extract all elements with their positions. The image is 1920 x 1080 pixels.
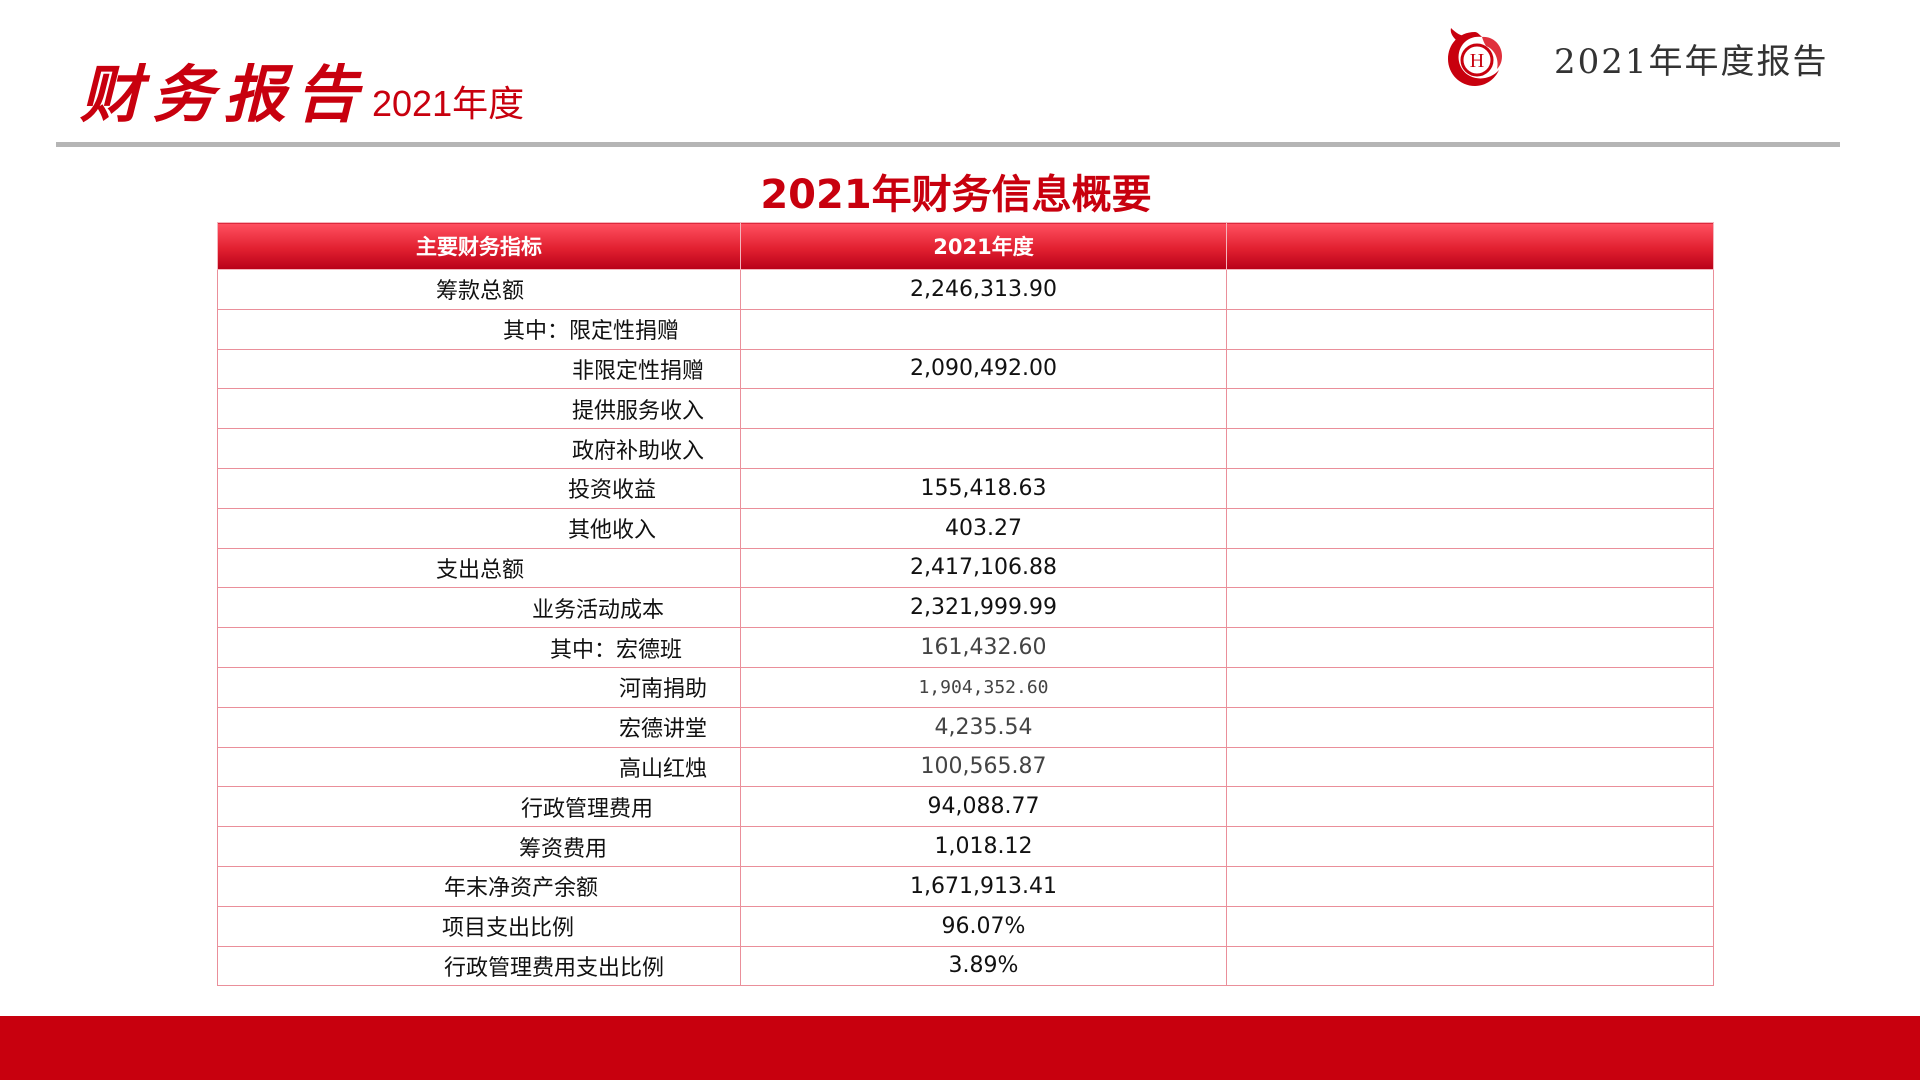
header-divider	[56, 142, 1840, 147]
row-value: 3.89%	[740, 945, 1227, 987]
row-value: 96.07%	[740, 905, 1227, 947]
table-row: 政府补助收入	[217, 428, 1714, 469]
row-empty-cell	[1226, 945, 1714, 987]
row-value: 2,417,106.88	[740, 547, 1227, 589]
row-label: 政府补助收入	[217, 428, 741, 469]
row-value: 1,018.12	[740, 826, 1227, 867]
table-row: 筹款总额 2,246,313.90	[217, 269, 1714, 310]
table-row: 年末净资产余额 1,671,913.41	[217, 865, 1714, 907]
row-value: 403.27	[740, 507, 1227, 549]
row-empty-cell	[1226, 706, 1714, 748]
row-value: 2,090,492.00	[740, 348, 1227, 390]
row-label: 筹资费用	[217, 826, 741, 867]
row-value: 1,671,913.41	[740, 865, 1227, 907]
row-value: 2,246,313.90	[740, 269, 1227, 310]
logo-letter: H	[1470, 50, 1484, 72]
table-row: 项目支出比例 96.07%	[217, 905, 1714, 947]
table-header-row: 主要财务指标 2021年度	[217, 222, 1714, 270]
row-empty-cell	[1226, 428, 1714, 469]
row-label: 其中：限定性捐赠	[217, 308, 741, 350]
row-label: 业务活动成本	[217, 587, 741, 629]
table-title: 2021年财务信息概要	[760, 172, 1152, 218]
row-empty-cell	[1226, 587, 1714, 629]
table-row: 其中：宏德班 161,432.60	[217, 627, 1714, 668]
table-row: 支出总额 2,417,106.88	[217, 547, 1714, 589]
phoenix-logo-icon: H	[1448, 28, 1502, 86]
table-row: 其中：限定性捐赠	[217, 308, 1714, 350]
row-label: 高山红烛	[217, 746, 741, 788]
row-value	[740, 388, 1227, 430]
row-label: 项目支出比例	[217, 905, 741, 947]
row-value	[740, 308, 1227, 350]
report-title-main: 财务报告	[80, 58, 369, 131]
row-label: 行政管理费用支出比例	[217, 945, 741, 987]
row-label: 河南捐助	[217, 666, 741, 708]
table-row: 河南捐助 1,904,352.60	[217, 666, 1714, 708]
row-value: 155,418.63	[740, 467, 1227, 509]
row-empty-cell	[1226, 348, 1714, 390]
row-empty-cell	[1226, 905, 1714, 947]
row-value: 100,565.87	[740, 746, 1227, 788]
column-header-year: 2021年度	[740, 222, 1227, 270]
row-empty-cell	[1226, 269, 1714, 310]
row-empty-cell	[1226, 467, 1714, 509]
row-label: 年末净资产余额	[217, 865, 741, 907]
row-value: 94,088.77	[740, 786, 1227, 828]
table-row: 业务活动成本 2,321,999.99	[217, 587, 1714, 629]
table-row: 行政管理费用 94,088.77	[217, 786, 1714, 828]
table-row: 提供服务收入	[217, 388, 1714, 430]
row-label: 其中：宏德班	[217, 627, 741, 668]
row-value: 4,235.54	[740, 706, 1227, 748]
row-empty-cell	[1226, 547, 1714, 589]
report-title: 财务报告 2021年度	[80, 44, 524, 134]
row-value: 161,432.60	[740, 627, 1227, 668]
row-empty-cell	[1226, 746, 1714, 788]
column-header-blank	[1226, 222, 1714, 270]
table-row: 筹资费用 1,018.12	[217, 826, 1714, 867]
row-empty-cell	[1226, 308, 1714, 350]
table-row: 高山红烛 100,565.87	[217, 746, 1714, 788]
column-header-indicator: 主要财务指标	[217, 222, 741, 270]
row-label: 非限定性捐赠	[217, 348, 741, 390]
row-empty-cell	[1226, 627, 1714, 668]
row-label: 投资收益	[217, 467, 741, 509]
footer-band	[0, 1016, 1920, 1080]
row-label: 筹款总额	[217, 269, 741, 310]
table-row: 投资收益 155,418.63	[217, 467, 1714, 509]
row-label: 其他收入	[217, 507, 741, 549]
row-empty-cell	[1226, 388, 1714, 430]
row-value: 1,904,352.60	[740, 666, 1227, 708]
row-empty-cell	[1226, 507, 1714, 549]
row-empty-cell	[1226, 865, 1714, 907]
annual-report-label: 2021年年度报告	[1554, 42, 1829, 82]
row-empty-cell	[1226, 786, 1714, 828]
row-value: 2,321,999.99	[740, 587, 1227, 629]
table-row: 其他收入 403.27	[217, 507, 1714, 549]
report-title-year: 2021年度	[372, 83, 525, 124]
row-label: 支出总额	[217, 547, 741, 589]
row-value	[740, 428, 1227, 469]
row-label: 提供服务收入	[217, 388, 741, 430]
financial-summary-table: 主要财务指标 2021年度 筹款总额 2,246,313.90 其中：限定性捐赠…	[217, 222, 1714, 987]
table-row: 宏德讲堂 4,235.54	[217, 706, 1714, 748]
row-label: 行政管理费用	[217, 786, 741, 828]
row-label: 宏德讲堂	[217, 706, 741, 748]
table-row: 行政管理费用支出比例 3.89%	[217, 945, 1714, 987]
table-row: 非限定性捐赠 2,090,492.00	[217, 348, 1714, 390]
row-empty-cell	[1226, 666, 1714, 708]
row-empty-cell	[1226, 826, 1714, 867]
